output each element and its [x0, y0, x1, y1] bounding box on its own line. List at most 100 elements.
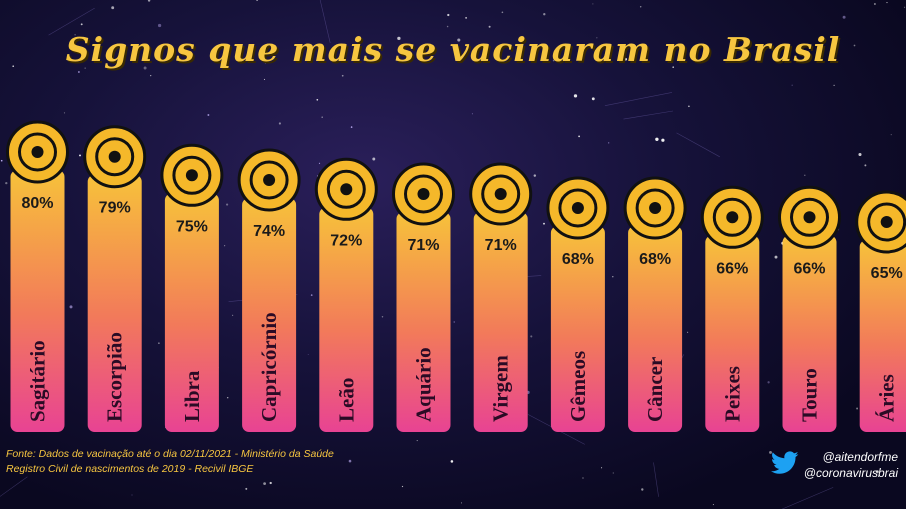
icon-glyph — [95, 137, 135, 177]
value-label: 68% — [639, 251, 671, 268]
star — [378, 57, 381, 60]
star — [318, 162, 321, 165]
bar — [782, 235, 837, 432]
bar-group: 66% Touro — [778, 185, 841, 432]
star — [573, 94, 578, 98]
star — [12, 65, 15, 68]
credits: @aitendorfme @coronavirusbrai — [804, 449, 898, 481]
bar — [705, 235, 760, 432]
star — [601, 467, 603, 469]
icon-glyph — [558, 188, 598, 228]
value-label: 65% — [871, 265, 903, 282]
bar-group: 80% Sagitário — [6, 120, 69, 432]
bar — [473, 212, 528, 432]
icon-glyph-center — [31, 146, 44, 158]
star — [530, 335, 533, 338]
star — [624, 57, 627, 61]
chart-title: Signos que mais se vacinaram no Brasil — [65, 30, 841, 69]
star — [84, 67, 86, 69]
star — [890, 134, 892, 136]
star — [774, 255, 778, 259]
star — [612, 472, 614, 474]
star — [131, 494, 133, 496]
star — [416, 440, 418, 442]
star — [591, 97, 595, 101]
star — [343, 44, 346, 48]
bar — [550, 226, 605, 432]
category-label: Sagitário — [26, 340, 50, 422]
star — [79, 154, 81, 157]
star — [80, 23, 83, 26]
star — [157, 23, 162, 28]
category-label: Aquário — [412, 347, 436, 422]
star — [875, 470, 879, 474]
star — [639, 6, 642, 8]
bar — [242, 198, 297, 432]
star — [769, 450, 772, 454]
star — [904, 6, 906, 8]
star — [457, 38, 461, 42]
value-label: 79% — [99, 200, 131, 217]
icon-glyph-center — [185, 169, 198, 182]
icon-glyph — [404, 174, 443, 214]
star — [853, 44, 856, 47]
star — [543, 222, 545, 225]
star — [858, 152, 862, 157]
star — [143, 66, 147, 70]
value-label: 71% — [485, 237, 517, 254]
star — [263, 482, 266, 485]
category-label: Câncer — [643, 357, 667, 422]
bar-group: 66% Peixes — [700, 185, 764, 432]
category-label: Leão — [334, 378, 358, 422]
icon-glyph — [249, 160, 289, 200]
star — [828, 58, 831, 62]
star — [372, 157, 376, 161]
category-label: Virgem — [489, 355, 513, 422]
category-label: Peixes — [720, 366, 744, 422]
icon-glyph — [635, 188, 675, 228]
star — [207, 114, 210, 116]
star — [791, 84, 793, 86]
star — [350, 126, 353, 128]
star — [263, 78, 266, 80]
icon-glyph-center — [340, 183, 353, 196]
icon-glyph-center — [649, 202, 662, 214]
star — [158, 342, 160, 344]
star — [224, 245, 226, 247]
constellation-line — [781, 487, 834, 509]
star — [264, 62, 266, 64]
value-label: 71% — [407, 237, 439, 254]
star — [596, 37, 598, 39]
icon-glyph — [790, 197, 829, 237]
star — [307, 353, 309, 355]
icon-glyph-center — [108, 150, 121, 163]
star — [641, 488, 644, 491]
handle-1: @aitendorfme — [822, 450, 898, 464]
star — [886, 2, 888, 4]
star — [712, 504, 714, 506]
star — [310, 294, 313, 296]
value-label: 74% — [253, 223, 285, 240]
category-label: Libra — [180, 370, 204, 422]
star — [111, 6, 115, 10]
star — [0, 159, 3, 162]
bar — [628, 226, 683, 432]
bar — [859, 240, 906, 432]
constellation-line — [676, 132, 720, 158]
bar — [164, 193, 219, 432]
star — [543, 13, 546, 16]
star — [69, 305, 73, 309]
star — [63, 112, 66, 114]
icon-glyph-center — [880, 216, 893, 228]
value-label: 72% — [330, 232, 362, 249]
bar-group: 71% Aquário — [392, 162, 455, 432]
star — [687, 331, 689, 333]
star — [608, 142, 610, 144]
star — [873, 3, 876, 5]
icon-glyph — [867, 202, 906, 242]
star — [381, 316, 384, 318]
icon-glyph — [326, 169, 366, 209]
icon-glyph-center — [417, 188, 430, 200]
category-label: Capricórnio — [257, 312, 281, 422]
